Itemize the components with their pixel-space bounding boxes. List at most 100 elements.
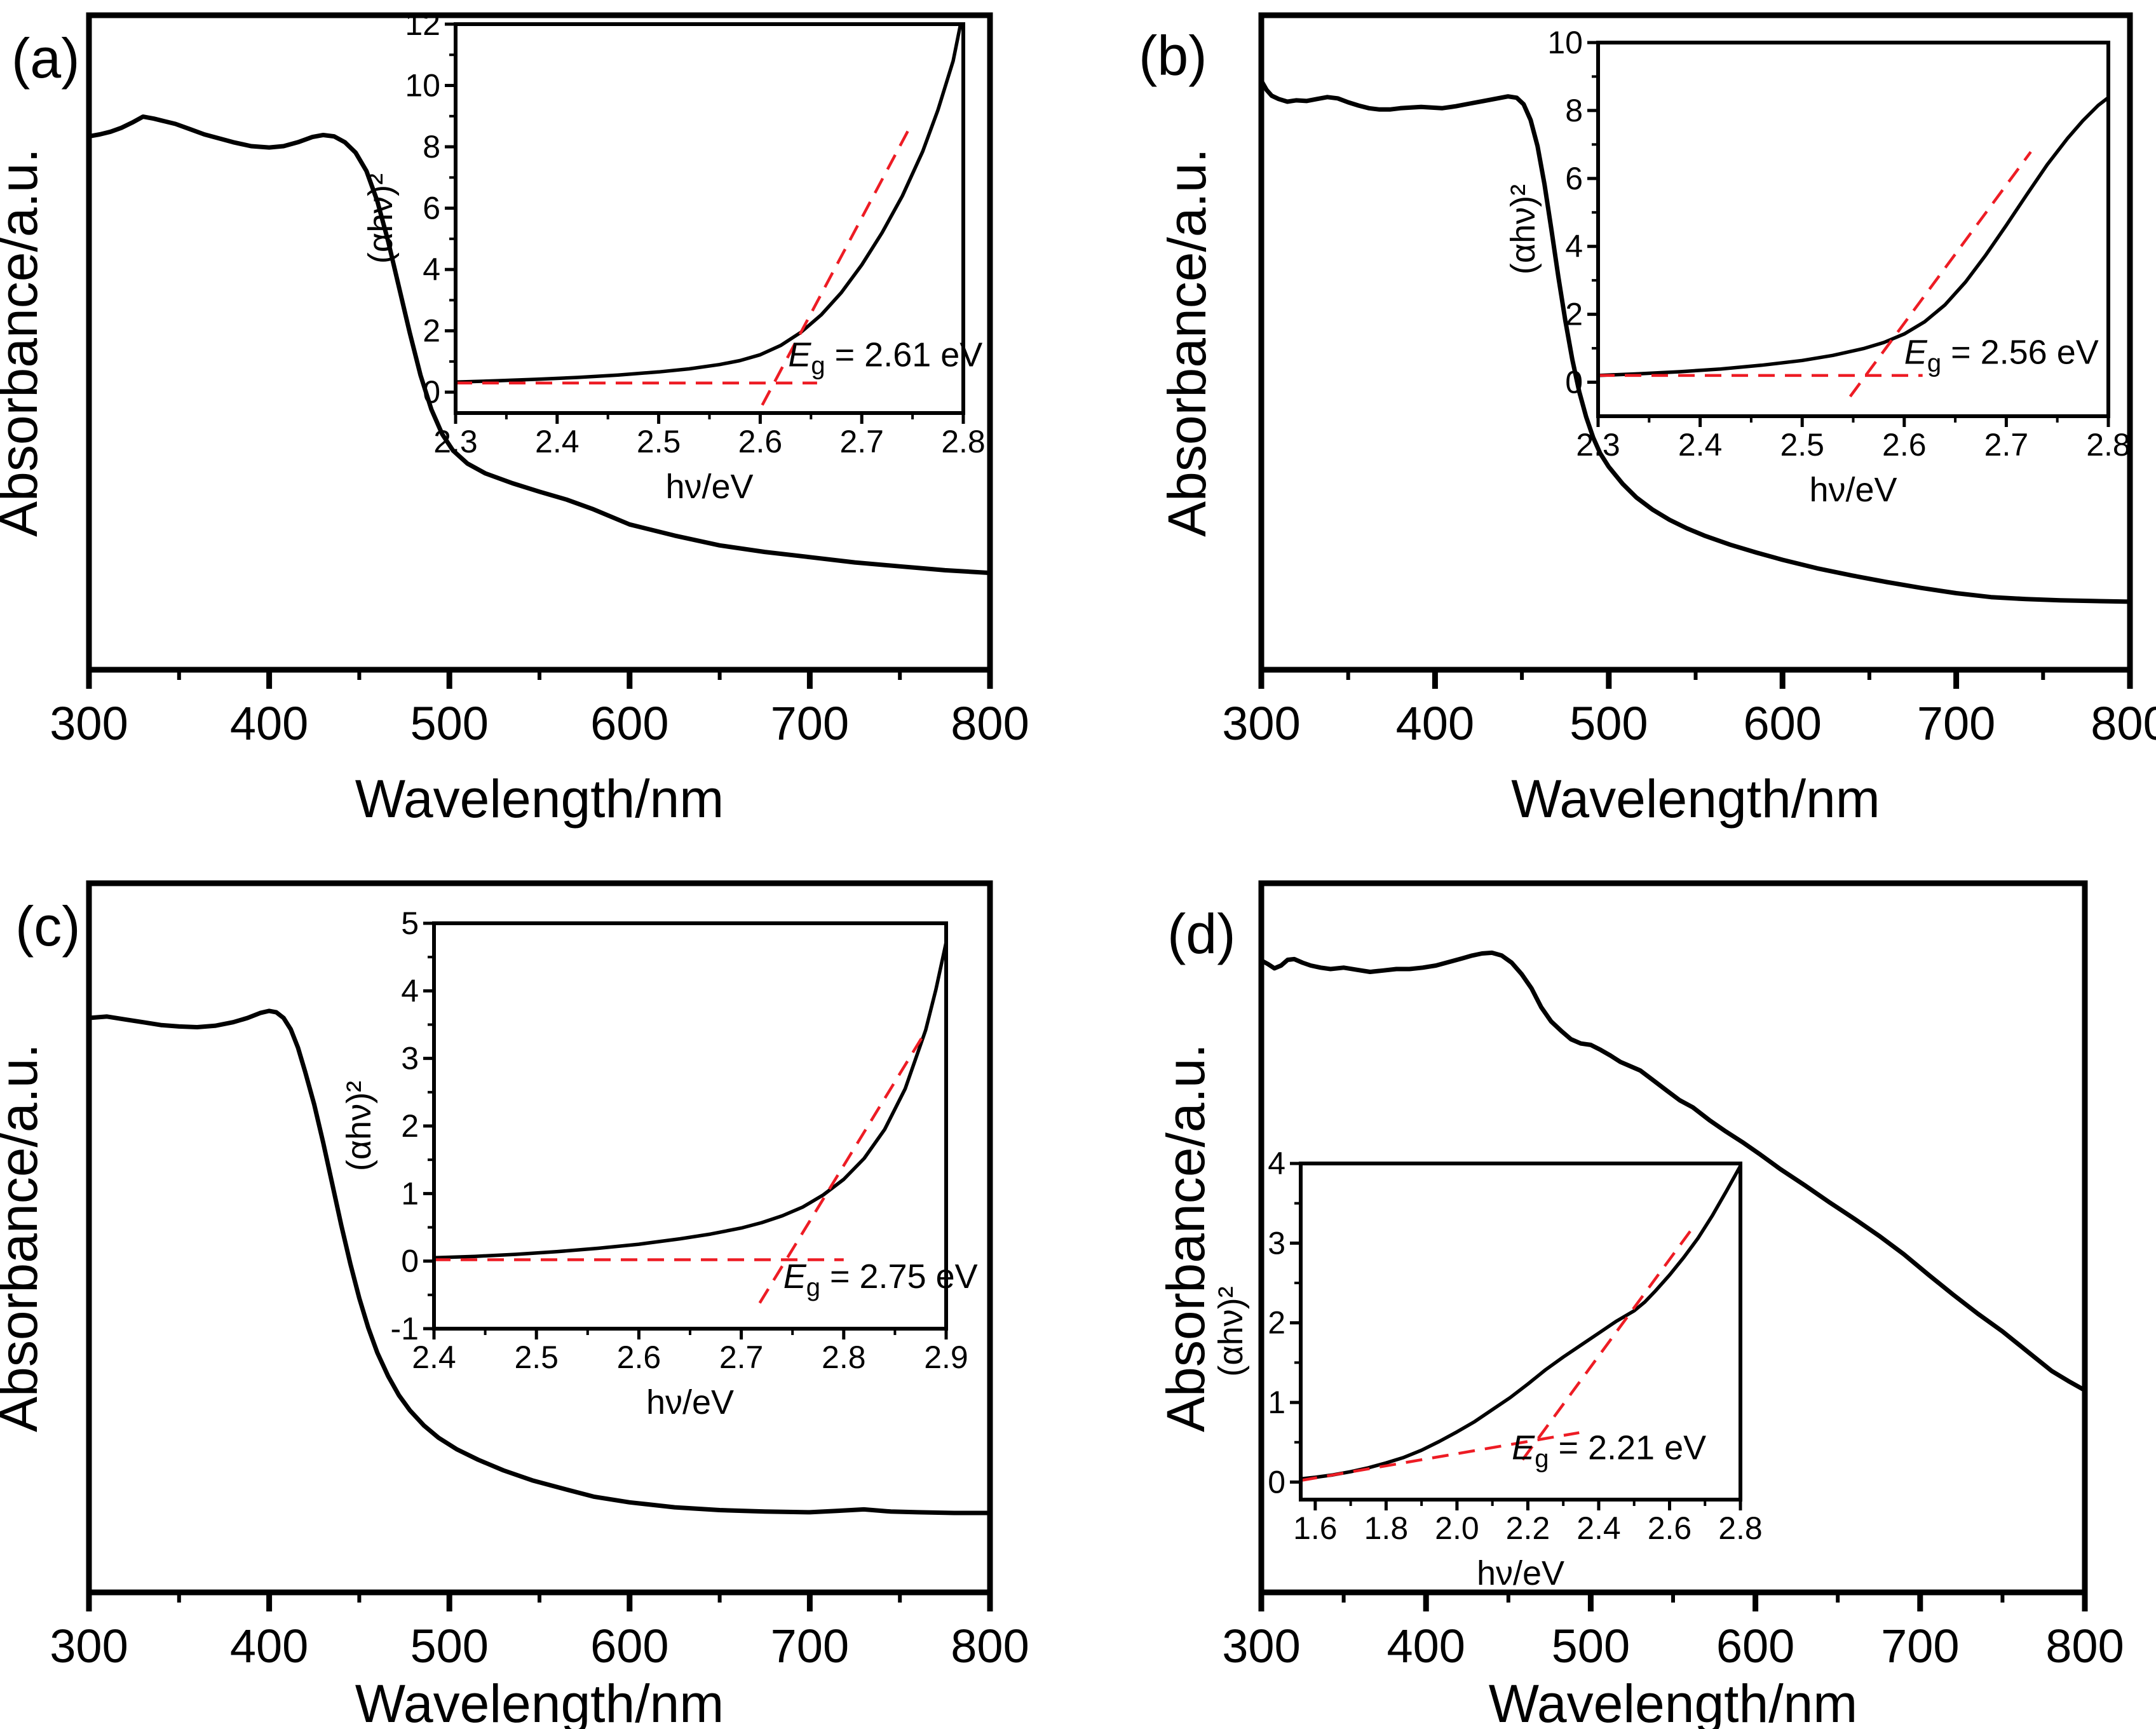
inset-x-tick-label: 2.8 xyxy=(822,1339,866,1375)
inset-axes xyxy=(1299,1162,1742,1502)
inset-y-tick-label: 3 xyxy=(1268,1225,1285,1261)
x-tick-label: 400 xyxy=(1386,1620,1465,1672)
inset-x-tick-label: 2.8 xyxy=(941,424,986,459)
x-tick-label: 400 xyxy=(230,1620,308,1672)
bandgap-value: = 2.56 eV xyxy=(1941,334,2099,372)
x-tick-label: 300 xyxy=(1222,697,1300,750)
bandgap-symbol: E xyxy=(1512,1429,1535,1467)
inset-x-tick-label: 1.8 xyxy=(1364,1510,1409,1546)
inset-y-tick-label: 2 xyxy=(401,1108,419,1144)
inset-x-tick-label: 2.5 xyxy=(1780,427,1824,463)
inset-y-tick-label: 0 xyxy=(1565,365,1583,400)
inset-y-tick-label: 10 xyxy=(405,68,440,104)
x-tick-label: 300 xyxy=(50,1620,128,1672)
spectrum-curve xyxy=(1259,78,2132,604)
x-tick-label: 800 xyxy=(951,697,1029,750)
inset-x-tick-label: 2.7 xyxy=(719,1339,764,1375)
panel-c-chart: 300 400 500 600 700 800 Wavelength/nm Absorbanc… xyxy=(0,880,1029,1729)
inset-curve xyxy=(455,25,962,384)
x-axis-label: Wavelength/nm xyxy=(355,1674,724,1729)
tauc-inset: 1.6 1.8 2.0 2.2 2.4 2.6 2.8 0 1 2 3 4 hν/eV (αhν)² Eg … xyxy=(1212,1146,1763,1592)
inset-x-axis-label: hν/eV xyxy=(1477,1554,1564,1592)
inset-y-tick-label: 2 xyxy=(1268,1305,1285,1341)
inset-x-axis-label: hν/eV xyxy=(646,1383,734,1421)
x-tick-label: 800 xyxy=(951,1620,1029,1672)
inset-x-tick-label: 2.6 xyxy=(1882,427,1927,463)
x-tick-label: 500 xyxy=(410,1620,488,1672)
bandgap-value: = 2.75 eV xyxy=(820,1258,978,1296)
x-tick-label: 800 xyxy=(2091,697,2156,750)
inset-y-axis-label: (αhν)² xyxy=(340,1081,378,1171)
tauc-inset: 2.4 2.5 2.6 2.7 2.8 2.9 -1 0 1 2 3 4 5 hν/eV (αhν)² Eg … xyxy=(340,905,978,1421)
x-axis-label: Wavelength/nm xyxy=(355,769,724,829)
inset-y-tick-label: 2 xyxy=(423,313,440,349)
y-axis-label: Absorbance/a.u. xyxy=(0,148,48,537)
x-tick-label: 500 xyxy=(410,697,488,750)
inset-x-tick-label: 2.5 xyxy=(514,1339,559,1375)
inset-y-tick-label: 2 xyxy=(1565,297,1583,332)
inset-curve xyxy=(1300,1165,1742,1481)
x-tick-label: 600 xyxy=(590,697,668,750)
panel-a-chart: 300 400 500 600 700 800 Wavelength/nm Absorbanc… xyxy=(0,6,1029,829)
spectrum-curve xyxy=(86,1008,993,1515)
tauc-tangent xyxy=(1848,151,2032,398)
bandgap-symbol: E xyxy=(1904,334,1928,372)
inset-y-tick-label: 5 xyxy=(401,905,419,941)
inset-y-tick-label: 1 xyxy=(401,1176,419,1211)
spectrum-curve xyxy=(1259,950,2087,1393)
panel-d-chart: 300 400 500 600 700 800 Wavelength/nm Absorbanc… xyxy=(1156,880,2124,1729)
inset-y-tick-label: -1 xyxy=(391,1311,419,1346)
bandgap-label: Eg = 2.56 eV xyxy=(1904,334,2099,377)
inset-x-tick-label: 2.6 xyxy=(1648,1510,1692,1546)
inset-x-axis-label: hν/eV xyxy=(1809,471,1897,509)
spectrum-curve xyxy=(86,114,993,576)
panel-b-chart: 300 400 500 600 700 800 Wavelength/nm Absorbanc… xyxy=(1139,12,2156,829)
panel-label: (b) xyxy=(1139,24,1207,87)
inset-y-tick-label: 6 xyxy=(1565,161,1583,196)
bandgap-value: = 2.21 eV xyxy=(1549,1429,1706,1467)
inset-x-tick-label: 2.2 xyxy=(1506,1510,1550,1546)
x-tick-label: 400 xyxy=(1396,697,1474,750)
bandgap-subscript: g xyxy=(806,1273,820,1301)
inset-x-tick-label: 2.4 xyxy=(535,424,580,459)
bandgap-subscript: g xyxy=(811,352,825,380)
inset-x-tick-label: 2.6 xyxy=(738,424,783,459)
inset-y-tick-label: 8 xyxy=(423,129,440,165)
inset-x-tick-label: 2.8 xyxy=(2086,427,2131,463)
tauc-tangent xyxy=(1521,1224,1696,1461)
x-tick-label: 600 xyxy=(1716,1620,1794,1672)
tauc-inset: 2.3 2.4 2.5 2.6 2.7 2.8 0 2 4 6 8 10 hν/eV (αhν)² Eg =… xyxy=(1504,25,2131,509)
tauc-baseline xyxy=(1300,1431,1580,1482)
inset-y-tick-label: 4 xyxy=(423,252,440,287)
bandgap-symbol: E xyxy=(783,1258,807,1296)
x-tick-label: 600 xyxy=(1743,697,1821,750)
y-axis-label: Absorbance/a.u. xyxy=(0,1043,48,1432)
inset-y-tick-label: 3 xyxy=(401,1041,419,1076)
inset-curve xyxy=(1597,96,2110,377)
inset-x-tick-label: 2.9 xyxy=(924,1339,968,1375)
x-tick-label: 600 xyxy=(590,1620,668,1672)
inset-background xyxy=(456,24,963,413)
inset-curve xyxy=(433,942,948,1260)
x-tick-label: 500 xyxy=(1570,697,1648,750)
inset-x-tick-label: 2.3 xyxy=(433,424,478,459)
inset-x-tick-label: 2.5 xyxy=(637,424,681,459)
inset-y-tick-label: 12 xyxy=(405,6,440,42)
x-axis-label: Wavelength/nm xyxy=(1511,769,1880,829)
inset-y-tick-label: 0 xyxy=(401,1244,419,1279)
inset-y-tick-label: 1 xyxy=(1268,1385,1285,1420)
inset-x-tick-label: 2.4 xyxy=(1576,1510,1621,1546)
inset-x-tick-label: 2.7 xyxy=(1984,427,2029,463)
inset-y-tick-label: 0 xyxy=(423,374,440,410)
inset-y-axis-label: (αhν)² xyxy=(362,173,400,264)
x-tick-label: 700 xyxy=(771,1620,849,1672)
inset-y-tick-label: 8 xyxy=(1565,93,1583,128)
inset-y-tick-label: 4 xyxy=(401,973,419,1008)
bandgap-label: Eg = 2.21 eV xyxy=(1512,1429,1706,1473)
x-tick-label: 800 xyxy=(2045,1620,2124,1672)
inset-background xyxy=(1598,43,2108,416)
inset-y-tick-label: 4 xyxy=(1565,229,1583,264)
x-tick-label: 700 xyxy=(771,697,849,750)
bandgap-label: Eg = 2.61 eV xyxy=(788,336,982,380)
